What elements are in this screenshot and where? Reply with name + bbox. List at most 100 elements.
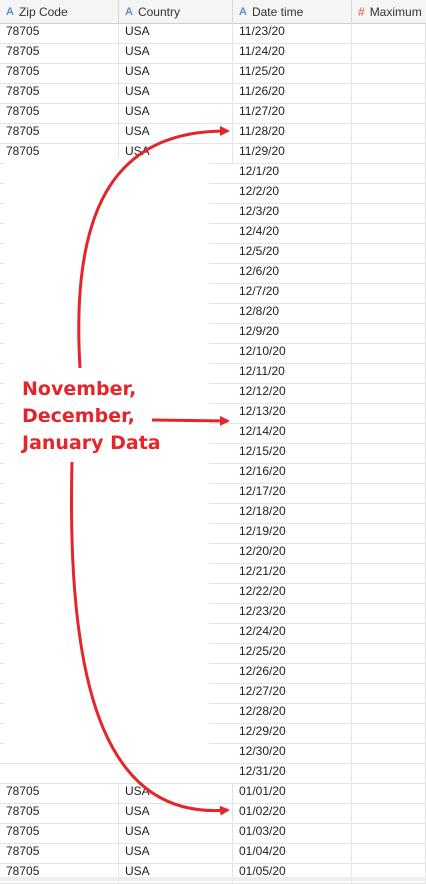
date-time-cell[interactable]: 01/04/20 xyxy=(233,844,352,864)
maximum-cell[interactable] xyxy=(352,544,426,564)
date-time-cell[interactable]: 11/29/20 xyxy=(233,144,352,164)
table-row[interactable]: 78705 USA 01/01/20 xyxy=(0,784,426,804)
maximum-cell[interactable] xyxy=(352,284,426,304)
maximum-cell[interactable] xyxy=(352,64,426,84)
country-cell[interactable]: USA xyxy=(119,84,233,104)
date-time-cell[interactable]: 12/13/20 xyxy=(233,404,352,424)
date-time-cell[interactable]: 12/29/20 xyxy=(233,724,352,744)
country-cell[interactable]: USA xyxy=(119,844,233,864)
maximum-cell[interactable] xyxy=(352,704,426,724)
date-time-cell[interactable]: 12/11/20 xyxy=(233,364,352,384)
date-time-cell[interactable]: 12/6/20 xyxy=(233,264,352,284)
column-header-maximum[interactable]: # Maximum xyxy=(352,0,426,24)
date-time-cell[interactable]: 11/26/20 xyxy=(233,84,352,104)
date-time-cell[interactable]: 12/22/20 xyxy=(233,584,352,604)
maximum-cell[interactable] xyxy=(352,204,426,224)
maximum-cell[interactable] xyxy=(352,104,426,124)
maximum-cell[interactable] xyxy=(352,824,426,844)
column-header-date-time[interactable]: A Date time xyxy=(233,0,352,24)
maximum-cell[interactable] xyxy=(352,844,426,864)
date-time-cell[interactable]: 12/14/20 xyxy=(233,424,352,444)
date-time-cell[interactable]: 12/18/20 xyxy=(233,504,352,524)
date-time-cell[interactable]: 01/03/20 xyxy=(233,824,352,844)
date-time-cell[interactable]: 12/24/20 xyxy=(233,624,352,644)
country-cell[interactable]: USA xyxy=(119,824,233,844)
date-time-cell[interactable]: 12/20/20 xyxy=(233,544,352,564)
date-time-cell[interactable]: 12/26/20 xyxy=(233,664,352,684)
zip-code-cell[interactable]: 78705 xyxy=(0,124,119,144)
date-time-cell[interactable]: 12/23/20 xyxy=(233,604,352,624)
maximum-cell[interactable] xyxy=(352,864,426,884)
date-time-cell[interactable]: 12/10/20 xyxy=(233,344,352,364)
maximum-cell[interactable] xyxy=(352,144,426,164)
maximum-cell[interactable] xyxy=(352,764,426,784)
date-time-cell[interactable]: 12/19/20 xyxy=(233,524,352,544)
maximum-cell[interactable] xyxy=(352,484,426,504)
date-time-cell[interactable]: 12/27/20 xyxy=(233,684,352,704)
date-time-cell[interactable]: 12/15/20 xyxy=(233,444,352,464)
table-row[interactable]: 12/31/20 xyxy=(0,764,426,784)
table-row[interactable]: 78705 USA 11/26/20 xyxy=(0,84,426,104)
maximum-cell[interactable] xyxy=(352,24,426,44)
date-time-cell[interactable]: 11/27/20 xyxy=(233,104,352,124)
maximum-cell[interactable] xyxy=(352,124,426,144)
zip-code-cell[interactable]: 78705 xyxy=(0,84,119,104)
date-time-cell[interactable]: 01/01/20 xyxy=(233,784,352,804)
zip-code-cell[interactable]: 78705 xyxy=(0,804,119,824)
maximum-cell[interactable] xyxy=(352,804,426,824)
table-row[interactable]: 78705 USA 11/27/20 xyxy=(0,104,426,124)
date-time-cell[interactable]: 11/23/20 xyxy=(233,24,352,44)
maximum-cell[interactable] xyxy=(352,584,426,604)
country-cell[interactable]: USA xyxy=(119,124,233,144)
maximum-cell[interactable] xyxy=(352,84,426,104)
country-cell[interactable]: USA xyxy=(119,864,233,884)
zip-code-cell[interactable]: 78705 xyxy=(0,64,119,84)
maximum-cell[interactable] xyxy=(352,164,426,184)
maximum-cell[interactable] xyxy=(352,744,426,764)
zip-code-cell[interactable]: 78705 xyxy=(0,24,119,44)
table-row[interactable]: 78705 USA 11/25/20 xyxy=(0,64,426,84)
maximum-cell[interactable] xyxy=(352,784,426,804)
maximum-cell[interactable] xyxy=(352,524,426,544)
date-time-cell[interactable]: 11/24/20 xyxy=(233,44,352,64)
table-row[interactable]: 78705 USA 01/04/20 xyxy=(0,844,426,864)
maximum-cell[interactable] xyxy=(352,424,426,444)
date-time-cell[interactable]: 12/9/20 xyxy=(233,324,352,344)
date-time-cell[interactable]: 12/25/20 xyxy=(233,644,352,664)
maximum-cell[interactable] xyxy=(352,644,426,664)
country-cell[interactable]: USA xyxy=(119,64,233,84)
date-time-cell[interactable]: 12/3/20 xyxy=(233,204,352,224)
maximum-cell[interactable] xyxy=(352,244,426,264)
country-cell[interactable]: USA xyxy=(119,104,233,124)
country-cell[interactable]: USA xyxy=(119,804,233,824)
maximum-cell[interactable] xyxy=(352,664,426,684)
country-cell[interactable]: USA xyxy=(119,44,233,64)
date-time-cell[interactable]: 12/21/20 xyxy=(233,564,352,584)
table-row[interactable]: 78705 USA 11/24/20 xyxy=(0,44,426,64)
maximum-cell[interactable] xyxy=(352,384,426,404)
maximum-cell[interactable] xyxy=(352,264,426,284)
maximum-cell[interactable] xyxy=(352,344,426,364)
maximum-cell[interactable] xyxy=(352,504,426,524)
zip-code-cell[interactable] xyxy=(0,764,119,784)
zip-code-cell[interactable]: 78705 xyxy=(0,824,119,844)
maximum-cell[interactable] xyxy=(352,364,426,384)
maximum-cell[interactable] xyxy=(352,444,426,464)
date-time-cell[interactable]: 12/28/20 xyxy=(233,704,352,724)
date-time-cell[interactable]: 12/17/20 xyxy=(233,484,352,504)
maximum-cell[interactable] xyxy=(352,304,426,324)
date-time-cell[interactable]: 11/25/20 xyxy=(233,64,352,84)
zip-code-cell[interactable]: 78705 xyxy=(0,44,119,64)
column-header-zip-code[interactable]: A Zip Code xyxy=(0,0,119,24)
table-row[interactable]: 78705 USA 11/28/20 xyxy=(0,124,426,144)
zip-code-cell[interactable]: 78705 xyxy=(0,844,119,864)
maximum-cell[interactable] xyxy=(352,184,426,204)
maximum-cell[interactable] xyxy=(352,624,426,644)
date-time-cell[interactable]: 12/4/20 xyxy=(233,224,352,244)
maximum-cell[interactable] xyxy=(352,224,426,244)
maximum-cell[interactable] xyxy=(352,44,426,64)
maximum-cell[interactable] xyxy=(352,564,426,584)
date-time-cell[interactable]: 12/31/20 xyxy=(233,764,352,784)
maximum-cell[interactable] xyxy=(352,604,426,624)
date-time-cell[interactable]: 12/5/20 xyxy=(233,244,352,264)
